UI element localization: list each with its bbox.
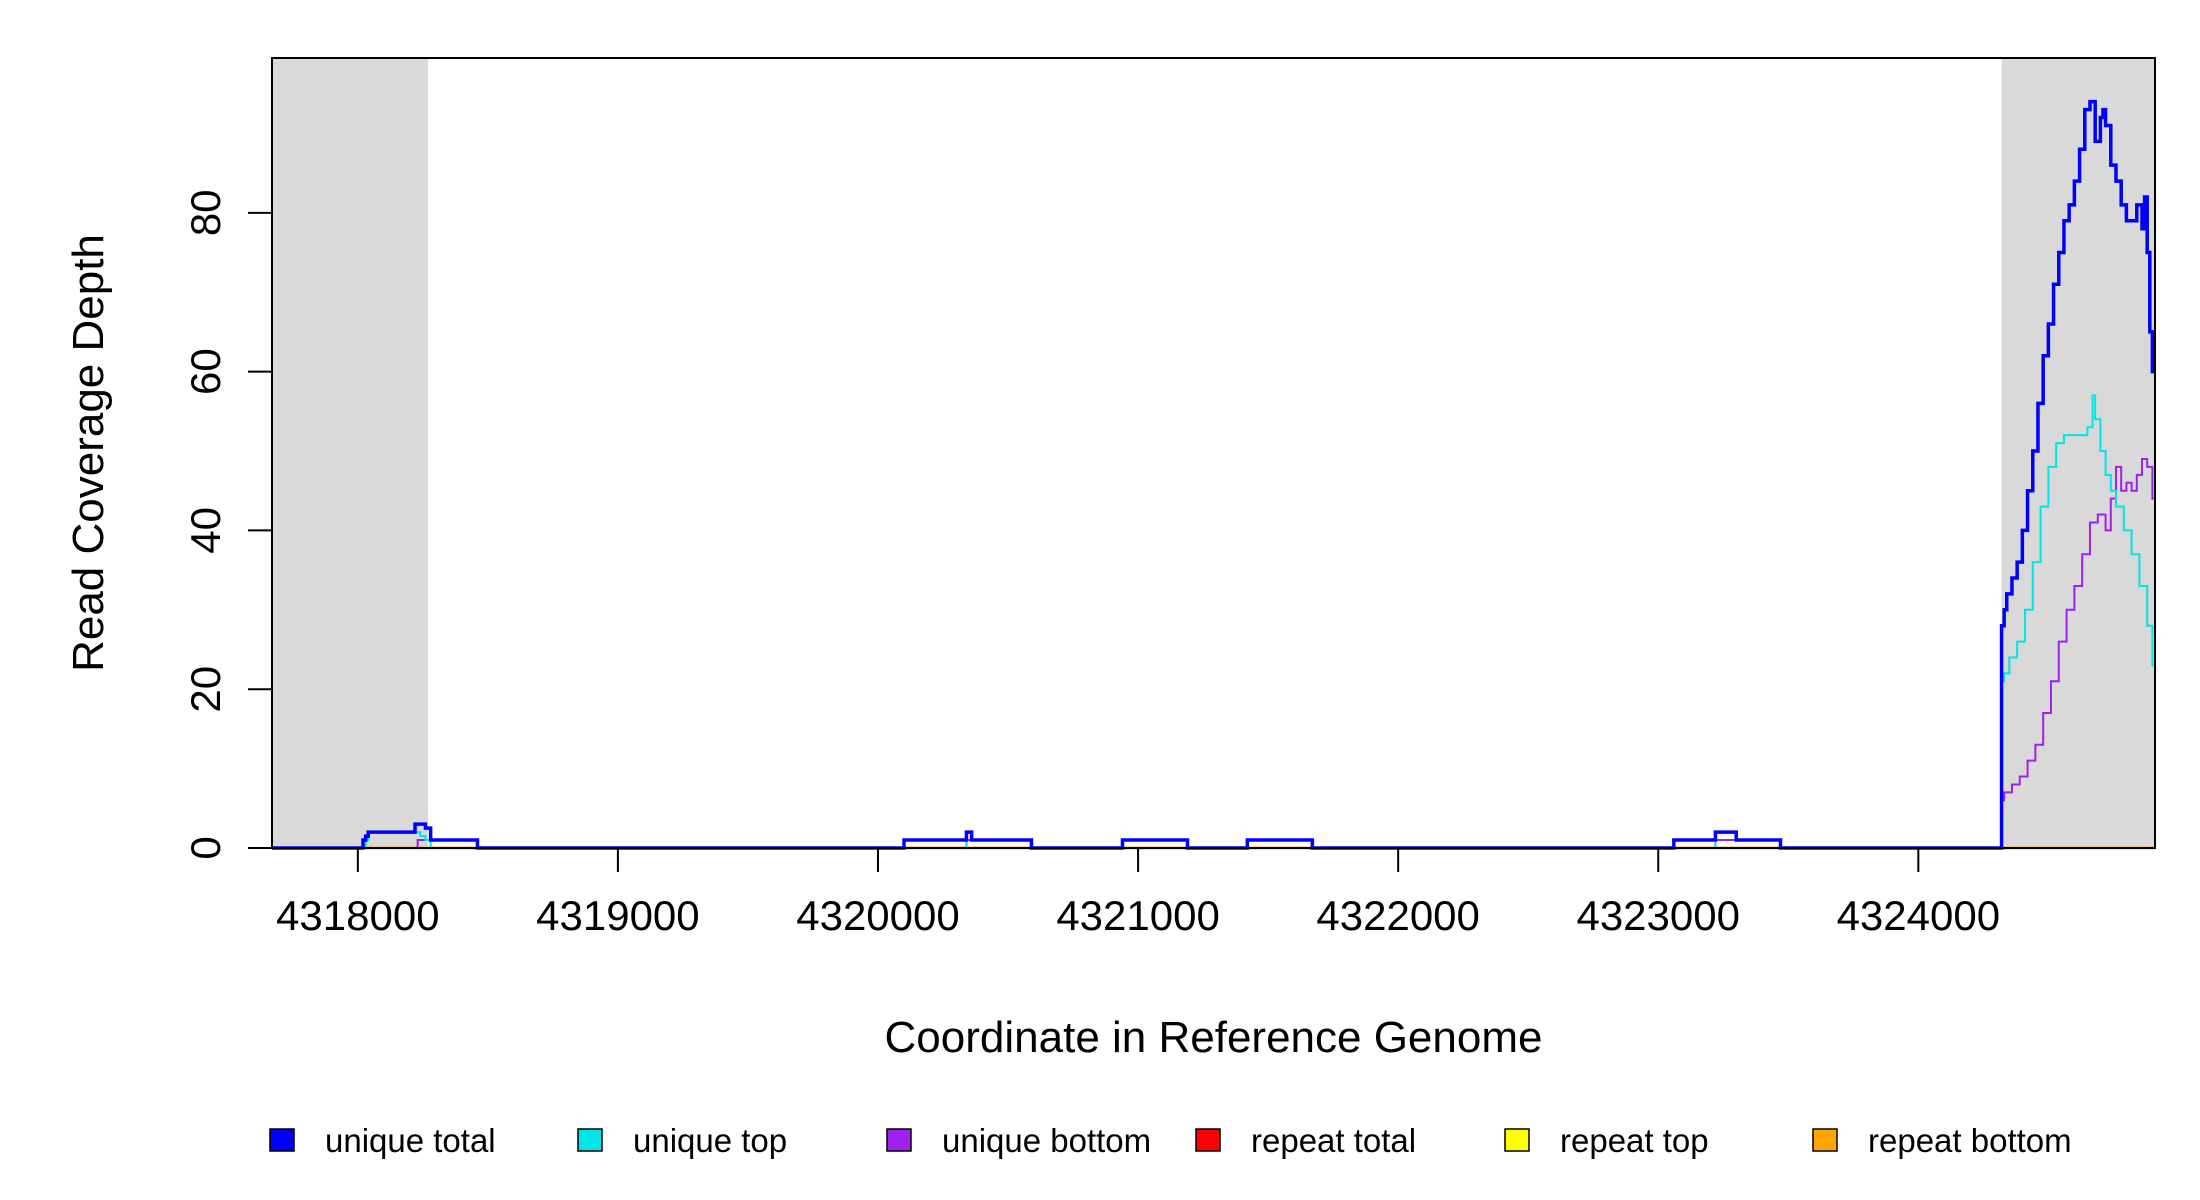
x-tick-label: 4321000 bbox=[1056, 892, 1220, 939]
legend-swatch-unique-bottom bbox=[886, 1128, 912, 1152]
y-tick-label: 0 bbox=[182, 836, 229, 859]
legend-label-unique-bottom: unique bottom bbox=[942, 1122, 1151, 1159]
x-axis: 4318000 4319000 4320000 4321000 4322000 43230… bbox=[276, 848, 2000, 939]
legend: unique total unique top unique bottom repea… bbox=[269, 1122, 2072, 1159]
series-line-unique-total bbox=[272, 99, 2155, 850]
series-line-unique-top bbox=[272, 394, 2155, 849]
shaded-region-1 bbox=[2001, 58, 2155, 848]
shaded-regions bbox=[272, 58, 2155, 848]
x-tick-label: 4322000 bbox=[1316, 892, 1480, 939]
y-tick-label: 40 bbox=[182, 507, 229, 554]
x-axis-title: Coordinate in Reference Genome bbox=[885, 1013, 1543, 1062]
series-lines bbox=[272, 99, 2155, 850]
plot-frame bbox=[271, 57, 2156, 849]
y-tick-label: 20 bbox=[182, 666, 229, 713]
x-tick-label: 4323000 bbox=[1576, 892, 1740, 939]
shaded-region-0 bbox=[272, 58, 429, 848]
legend-label-unique-total: unique total bbox=[325, 1122, 496, 1159]
legend-swatch-repeat-bottom bbox=[1812, 1128, 1838, 1152]
legend-label-repeat-total: repeat total bbox=[1251, 1122, 1416, 1159]
x-tick-label: 4319000 bbox=[536, 892, 700, 939]
x-tick-label: 4320000 bbox=[796, 892, 960, 939]
y-axis: 0 20 40 60 80 bbox=[182, 189, 272, 860]
x-tick-label: 4318000 bbox=[276, 892, 440, 939]
series-line-unique-bottom bbox=[272, 457, 2155, 849]
y-axis-title: Read Coverage Depth bbox=[64, 234, 113, 672]
legend-swatch-unique-total bbox=[269, 1128, 295, 1152]
legend-label-repeat-top: repeat top bbox=[1560, 1122, 1709, 1159]
y-tick-label: 80 bbox=[182, 189, 229, 236]
legend-swatch-repeat-top bbox=[1504, 1128, 1530, 1152]
x-tick-label: 4324000 bbox=[1837, 892, 2001, 939]
legend-swatch-unique-top bbox=[577, 1128, 603, 1152]
legend-label-repeat-bottom: repeat bottom bbox=[1868, 1122, 2072, 1159]
y-tick-label: 60 bbox=[182, 348, 229, 395]
legend-label-unique-top: unique top bbox=[633, 1122, 787, 1159]
legend-swatch-repeat-total bbox=[1195, 1128, 1221, 1152]
